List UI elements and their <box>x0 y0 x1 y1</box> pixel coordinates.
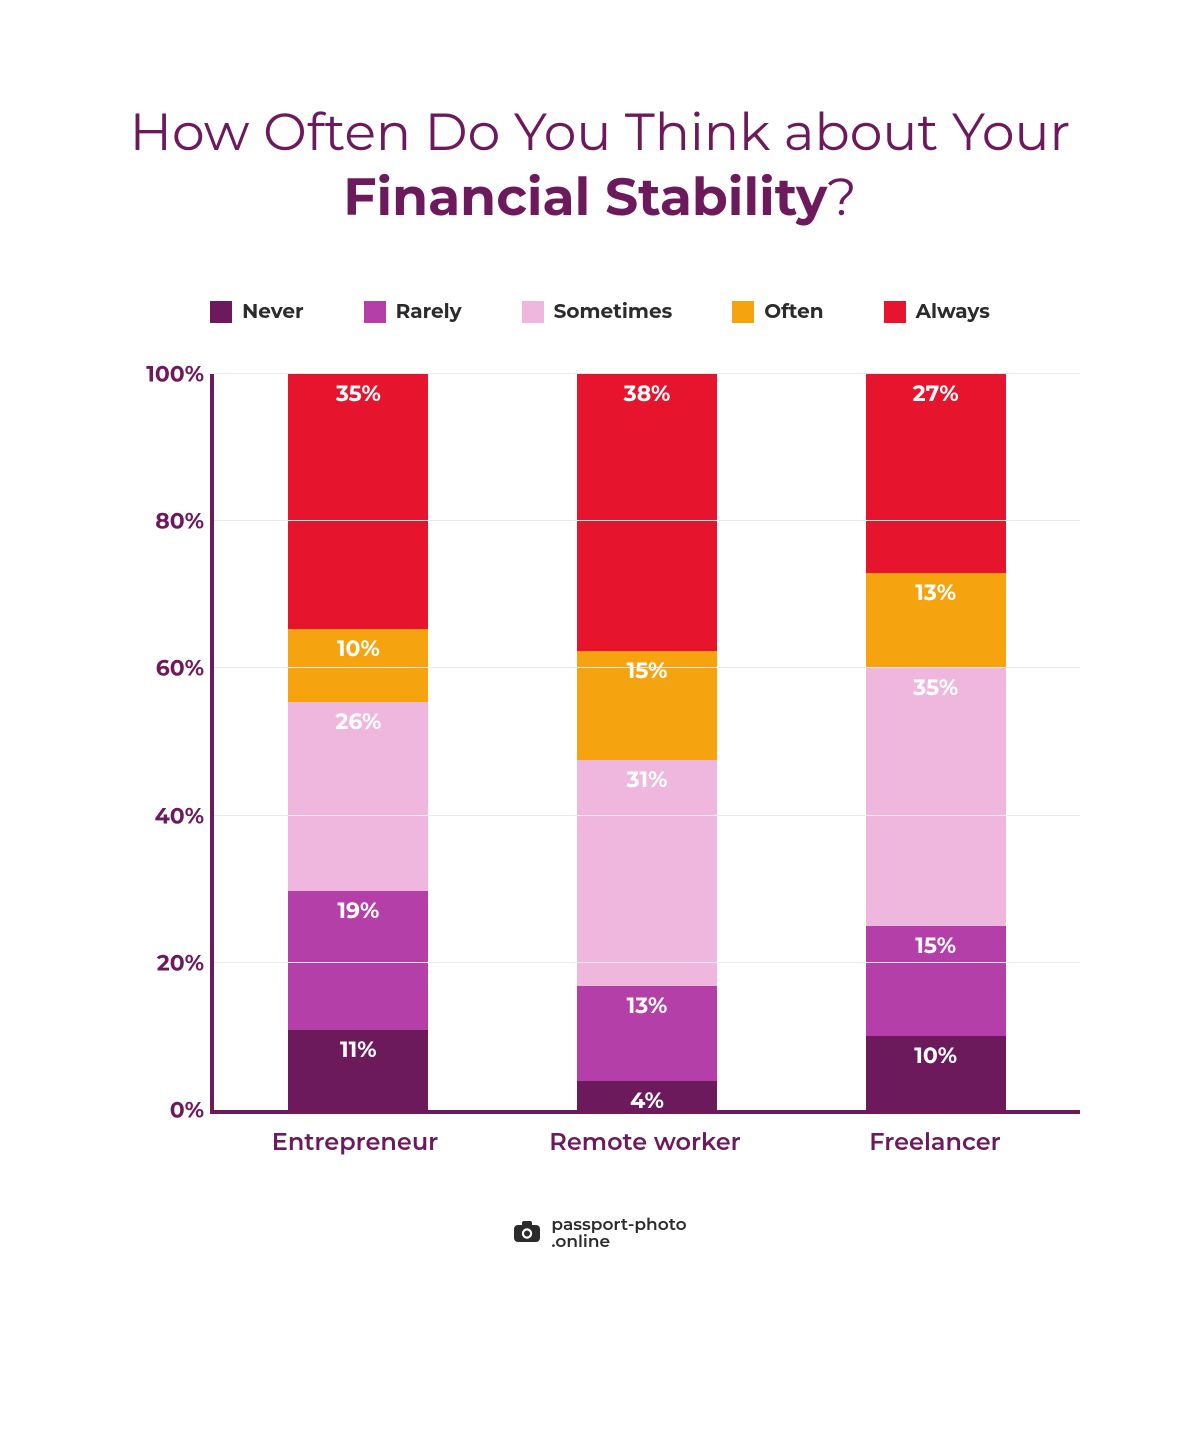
bar-segment: 19% <box>288 891 428 1029</box>
bar-column: 35%10%26%19%11% <box>288 374 428 1110</box>
legend-item: Often <box>732 300 823 324</box>
legend-swatch <box>884 301 906 323</box>
legend-swatch <box>522 301 544 323</box>
y-axis-tick: 100% <box>114 361 204 388</box>
bar-segment: 10% <box>866 1036 1006 1110</box>
legend-label: Always <box>916 300 990 324</box>
bar-segment: 13% <box>577 986 717 1081</box>
chart-container: How Often Do You Think about Your Financ… <box>0 0 1200 1448</box>
legend-item: Never <box>210 300 303 324</box>
bar-segment: 10% <box>288 629 428 702</box>
y-axis-tick: 0% <box>114 1097 204 1124</box>
title-suffix: ? <box>827 166 856 229</box>
bar-segment: 35% <box>288 374 428 629</box>
y-axis-tick: 20% <box>114 949 204 976</box>
chart-title: How Often Do You Think about Your Financ… <box>60 100 1140 230</box>
legend-item: Sometimes <box>522 300 673 324</box>
gridline <box>214 962 1080 963</box>
bar-segment: 35% <box>866 668 1006 926</box>
title-bold: Financial Stability <box>343 166 827 229</box>
x-axis-label: Freelancer <box>805 1128 1065 1157</box>
bar-column: 38%15%31%13%4% <box>577 374 717 1110</box>
legend-label: Never <box>242 300 303 324</box>
x-axis-label: Remote worker <box>515 1128 775 1157</box>
bar-segment: 11% <box>288 1030 428 1110</box>
legend: Never Rarely Sometimes Often Always <box>60 300 1140 324</box>
bar-segment: 4% <box>577 1081 717 1110</box>
bars-group: 35%10%26%19%11%38%15%31%13%4%27%13%35%15… <box>214 374 1080 1110</box>
bar-segment: 13% <box>866 573 1006 669</box>
y-axis-tick: 40% <box>114 802 204 829</box>
bar-segment: 15% <box>866 926 1006 1036</box>
footer-text: passport-photo .online <box>551 1217 686 1251</box>
chart-area: 35%10%26%19%11%38%15%31%13%4%27%13%35%15… <box>100 374 1100 1157</box>
legend-item: Always <box>884 300 990 324</box>
legend-item: Rarely <box>364 300 462 324</box>
plot: 35%10%26%19%11%38%15%31%13%4%27%13%35%15… <box>210 374 1080 1114</box>
legend-swatch <box>732 301 754 323</box>
camera-icon <box>513 1221 541 1248</box>
bar-segment: 38% <box>577 374 717 651</box>
legend-label: Sometimes <box>554 300 673 324</box>
footer-line2: .online <box>551 1232 610 1252</box>
legend-swatch <box>210 301 232 323</box>
bar-column: 27%13%35%15%10% <box>866 374 1006 1110</box>
bar-segment: 26% <box>288 702 428 891</box>
bar-segment: 31% <box>577 760 717 986</box>
gridline <box>214 373 1080 374</box>
legend-label: Often <box>764 300 823 324</box>
y-axis-tick: 60% <box>114 655 204 682</box>
x-axis-labels: Entrepreneur Remote worker Freelancer <box>210 1128 1080 1157</box>
bar-segment: 27% <box>866 374 1006 573</box>
title-prefix: How Often Do You Think about Your <box>130 101 1071 164</box>
x-axis-label: Entrepreneur <box>225 1128 485 1157</box>
gridline <box>214 667 1080 668</box>
legend-label: Rarely <box>396 300 462 324</box>
y-axis-tick: 80% <box>114 508 204 535</box>
footer-attribution: passport-photo .online <box>60 1217 1140 1251</box>
gridline <box>214 815 1080 816</box>
legend-swatch <box>364 301 386 323</box>
gridline <box>214 520 1080 521</box>
